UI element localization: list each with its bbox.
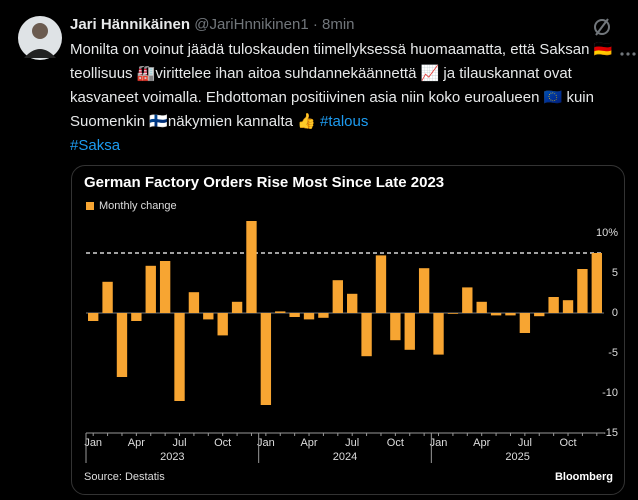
- x-tick-label: Jan: [430, 437, 448, 449]
- separator: ·: [312, 16, 318, 33]
- hashtag[interactable]: #talous: [319, 113, 369, 130]
- bar: [174, 313, 185, 401]
- bar: [519, 313, 531, 333]
- bar: [562, 300, 574, 313]
- source: Source: Destatis: [84, 471, 165, 483]
- bar: [246, 221, 257, 313]
- tweet-header: Jari Hännikäinen @JariHnnikinen1 · 8min: [70, 16, 355, 33]
- bar: [577, 269, 588, 313]
- grok-slash: [595, 18, 609, 36]
- bar: [289, 313, 300, 317]
- x-tick-label: Oct: [387, 437, 404, 449]
- bar: [159, 261, 171, 313]
- chart: German Factory Orders Rise Most Since La…: [84, 174, 618, 483]
- hashtag[interactable]: #Saksa: [70, 137, 121, 154]
- bar: [231, 301, 243, 313]
- y-tick-label: 5: [612, 267, 618, 279]
- brand: Bloomberg: [555, 471, 613, 483]
- x-group-label: 2024: [333, 451, 357, 463]
- bar: [260, 313, 272, 405]
- y-tick-label: -5: [608, 347, 618, 359]
- tweet-text: Monilta on voinut jäädä tuloskauden tiim…: [70, 38, 618, 158]
- bar: [476, 301, 487, 313]
- x-tick-label: Apr: [128, 437, 145, 449]
- bar: [462, 287, 473, 313]
- y-tick-label: -15: [602, 427, 618, 439]
- x-tick-label: Oct: [559, 437, 576, 449]
- bar: [433, 313, 444, 355]
- x-tick-label: Jul: [518, 437, 532, 449]
- x-tick-label: Apr: [300, 437, 317, 449]
- chart-title: German Factory Orders Rise Most Since La…: [84, 174, 444, 191]
- x-tick-label: Oct: [214, 437, 231, 449]
- bar: [447, 313, 459, 314]
- bar: [548, 297, 559, 313]
- bar: [131, 313, 142, 321]
- bar: [318, 313, 329, 318]
- y-tick-label: 0: [612, 307, 618, 319]
- bar: [390, 313, 401, 341]
- bar: [145, 265, 156, 313]
- bar: [505, 313, 516, 316]
- bar: [116, 313, 128, 377]
- bar: [361, 313, 372, 357]
- avatar-face: [32, 23, 48, 39]
- x-group-label: 2023: [160, 451, 184, 463]
- bar: [102, 281, 113, 313]
- legend-label: Monthly change: [99, 200, 177, 212]
- bar: [404, 313, 415, 350]
- y-tick-label: 10%: [596, 227, 618, 239]
- bar: [418, 268, 430, 313]
- author-handle[interactable]: @JariHnnikinen1: [194, 16, 309, 33]
- y-tick-label: -10: [602, 387, 618, 399]
- bar: [332, 280, 343, 313]
- chart-card[interactable]: German Factory Orders Rise Most Since La…: [71, 165, 625, 495]
- bar: [375, 255, 387, 313]
- bar: [217, 313, 228, 336]
- x-group-label: 2025: [505, 451, 529, 463]
- bar: [591, 253, 602, 313]
- x-tick-label: Jul: [345, 437, 359, 449]
- x-tick-label: Jan: [84, 437, 102, 449]
- bar: [203, 313, 214, 320]
- bar: [534, 313, 545, 317]
- avatar-suit: [24, 49, 56, 58]
- bar: [88, 313, 99, 321]
- x-tick-label: Jul: [172, 437, 186, 449]
- bar: [188, 292, 200, 313]
- x-tick-label: Jan: [257, 437, 275, 449]
- author-name[interactable]: Jari Hännikäinen: [70, 16, 191, 33]
- x-tick-label: Apr: [473, 437, 490, 449]
- bar: [303, 313, 315, 320]
- legend-swatch: [86, 202, 94, 210]
- tweet-icons: [18, 16, 636, 60]
- tweet-body: Monilta on voinut jäädä tuloskauden tiim…: [70, 41, 613, 130]
- more-icon[interactable]: [620, 52, 636, 56]
- timestamp[interactable]: 8min: [322, 16, 355, 33]
- grok-icon[interactable]: [594, 19, 610, 35]
- bar: [490, 313, 502, 316]
- bar: [347, 293, 358, 313]
- bar: [275, 311, 286, 313]
